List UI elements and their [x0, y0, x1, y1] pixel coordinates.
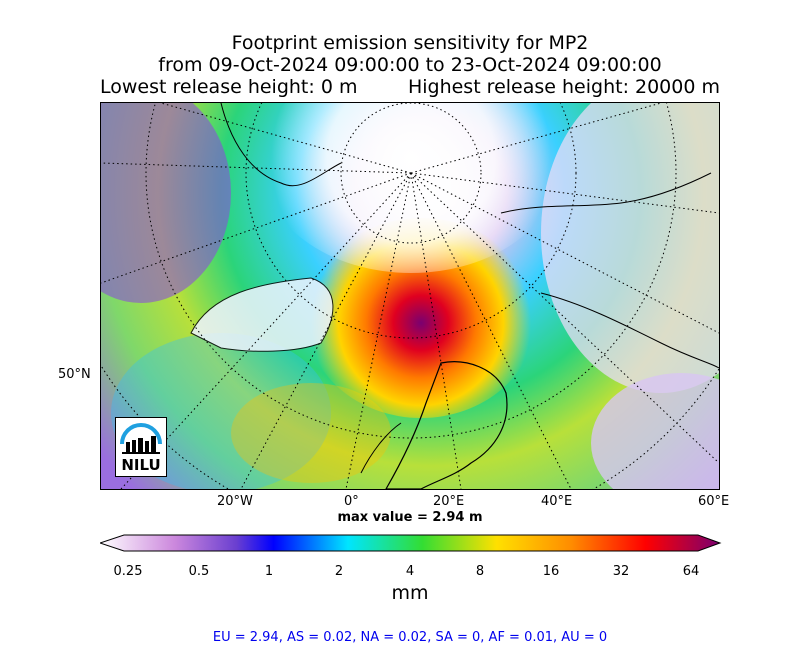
lon-label-60e: 60°E: [698, 494, 730, 509]
colorbar-tick-7: 32: [612, 564, 630, 579]
nilu-logo: NILU: [115, 417, 167, 477]
nilu-logo-icon: [120, 423, 162, 454]
title-line-3: Lowest release height: 0 m Highest relea…: [100, 76, 720, 98]
nilu-logo-text: NILU: [121, 456, 161, 474]
title-line-2: from 09-Oct-2024 09:00:00 to 23-Oct-2024…: [158, 54, 662, 76]
colorbar-tick-0: 0.25: [113, 564, 143, 579]
colorbar-tick-4: 4: [405, 564, 415, 579]
lowest-release-height: Lowest release height: 0 m: [100, 76, 358, 98]
colorbar-unit: mm: [391, 582, 429, 604]
colorbar-tick-1: 0.5: [188, 564, 210, 579]
footprint-map: [100, 102, 720, 490]
polar-region: [261, 103, 561, 273]
max-value-label: max value = 2.94 m: [337, 510, 483, 525]
scandinavia-coast: [385, 361, 508, 489]
hotspot: [306, 218, 536, 418]
colorbar-tick-3: 2: [334, 564, 344, 579]
colorbar: [100, 534, 722, 552]
colorbar-tick-5: 8: [475, 564, 485, 579]
lon-label-20w: 20°W: [217, 494, 253, 509]
lat-label-50n: 50°N: [58, 367, 91, 382]
colorbar-tick-2: 1: [264, 564, 274, 579]
graticule: [101, 103, 719, 489]
lon-label-40e: 40°E: [541, 494, 573, 509]
lon-label-20e: 20°E: [433, 494, 465, 509]
colorbar-tick-8: 64: [682, 564, 700, 579]
colorbar-tick-6: 16: [542, 564, 560, 579]
title-line-1: Footprint emission sensitivity for MP2: [231, 32, 589, 54]
highest-release-height: Highest release height: 20000 m: [407, 76, 720, 98]
region-summary: EU = 2.94, AS = 0.02, NA = 0.02, SA = 0,…: [212, 630, 608, 645]
lon-label-0: 0°: [344, 494, 359, 509]
